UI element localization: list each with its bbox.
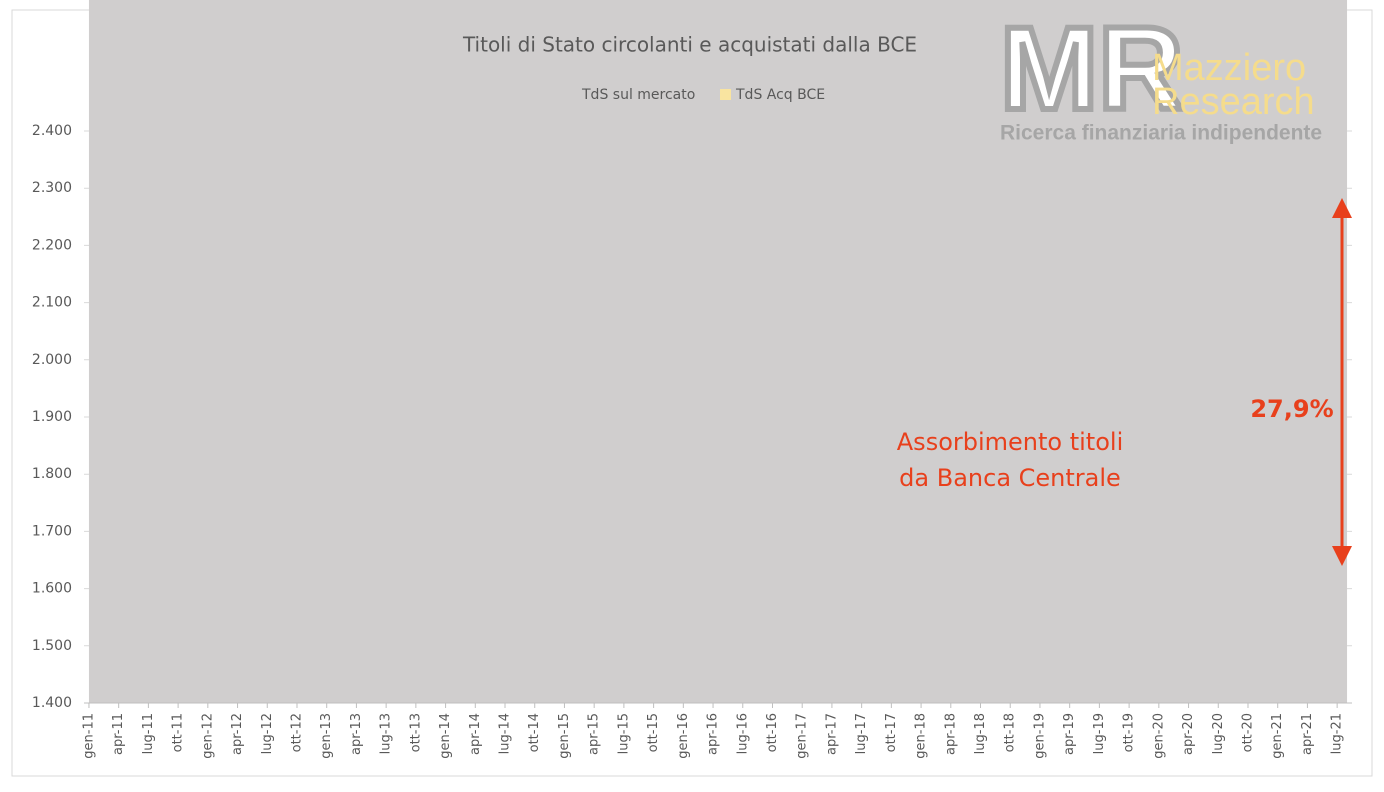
y-tick-label: 1.700 [32, 523, 72, 539]
annotation: da Banca Centrale [899, 464, 1121, 492]
x-tick-label: gen-17 [795, 713, 810, 759]
y-tick-label: 1.600 [32, 581, 72, 597]
plot-area: 1.400 1.500 1.600 1.700 1.800 1.900 2.000 2.100… [32, 0, 1352, 759]
annotation: 27,9% [1250, 395, 1333, 423]
chart-title: Titoli di Stato circolanti e acquistati … [462, 33, 917, 57]
logo: MR Mazziero Research Ricerca finanziaria… [997, 0, 1322, 145]
x-tick-label: apr-11 [111, 713, 126, 755]
x-tick-label: lug-13 [379, 713, 394, 754]
annotations: Assorbimento titoli da Banca Centrale 27… [897, 198, 1352, 566]
y-tick-label: 1.400 [32, 695, 72, 711]
x-tick-label: ott-12 [289, 713, 304, 752]
x-tick-label: apr-13 [349, 713, 364, 755]
annotation: Assorbimento titoli [897, 428, 1123, 456]
legend-label: TdS sul mercato [581, 87, 695, 103]
x-tick-label: lug-14 [498, 713, 513, 754]
x-tick-label: apr-19 [1062, 713, 1077, 755]
arrow-head [1332, 546, 1352, 566]
arrow-head [1332, 198, 1352, 218]
x-tick-label: gen-16 [676, 713, 691, 759]
x-tick-label: ott-18 [1003, 713, 1018, 752]
x-tick-label: ott-19 [1122, 713, 1137, 752]
y-tick-label: 1.900 [32, 409, 72, 425]
x-tick-label: gen-20 [1151, 713, 1166, 759]
x-tick-label: apr-15 [587, 713, 602, 755]
x-tick-label: lug-15 [616, 713, 631, 754]
x-tick-label: gen-12 [200, 713, 215, 759]
y-tick-label: 2.200 [32, 237, 72, 253]
x-tick-label: gen-13 [319, 713, 334, 759]
x-tick-label: gen-15 [557, 713, 572, 759]
x-tick-label: lug-20 [1211, 713, 1226, 754]
logo-mark: MR [1000, 3, 1184, 135]
x-tick-label: apr-17 [824, 713, 839, 755]
logo-tagline: Ricerca finanziaria indipendente [1000, 122, 1322, 145]
y-tick-label: 2.100 [32, 295, 72, 311]
x-tick-label: gen-11 [81, 713, 96, 759]
x-tick-label: ott-17 [884, 713, 899, 752]
x-tick-label: ott-14 [527, 713, 542, 752]
x-tick-label: apr-18 [943, 713, 958, 755]
y-tick-label: 1.500 [32, 638, 72, 654]
x-tick-label: lug-19 [1092, 713, 1107, 754]
y-tick-label: 2.400 [32, 123, 72, 139]
x-tick-label: gen-19 [1032, 713, 1047, 759]
x-tick-label: ott-13 [408, 713, 423, 752]
x-tick-label: ott-11 [171, 713, 186, 752]
x-tick-label: apr-21 [1300, 713, 1315, 755]
x-tick-label: apr-16 [706, 713, 721, 755]
x-tick-label: lug-12 [260, 713, 275, 754]
x-tick-label: ott-16 [765, 713, 780, 752]
y-tick-label: 2.300 [32, 180, 72, 196]
logo-name: Research [1152, 81, 1315, 123]
legend-swatch [720, 89, 731, 100]
x-tick-label: ott-15 [646, 713, 661, 752]
y-tick-label: 1.800 [32, 466, 72, 482]
x-tick-label: lug-21 [1330, 713, 1345, 754]
x-tick-label: ott-20 [1240, 713, 1255, 752]
x-tick-label: lug-17 [854, 713, 869, 754]
x-tick-label: gen-18 [914, 713, 929, 759]
y-tick-label: 2.000 [32, 352, 72, 368]
legend-swatch [566, 89, 577, 100]
legend-label: TdS Acq BCE [735, 87, 825, 103]
x-tick-label: lug-11 [141, 713, 156, 754]
x-tick-label: lug-16 [735, 713, 750, 754]
logo-name: Mazziero [1152, 47, 1306, 89]
x-tick-label: apr-20 [1181, 713, 1196, 755]
x-tick-label: apr-12 [230, 713, 245, 755]
x-tick-label: gen-14 [438, 713, 453, 759]
area [88, 0, 1348, 703]
x-tick-label: lug-18 [973, 713, 988, 754]
x-tick-label: apr-14 [468, 713, 483, 755]
x-tick-label: gen-21 [1270, 713, 1285, 759]
